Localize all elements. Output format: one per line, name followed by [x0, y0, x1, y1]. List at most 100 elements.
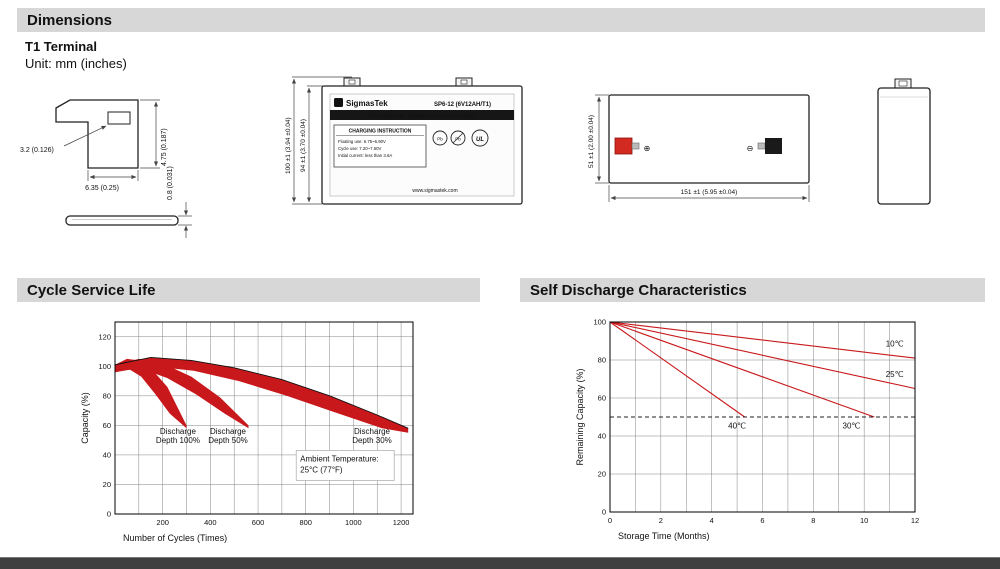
- cycle-service-life-chart: Discharge Depth 100% Discharge Depth 50% Dis…: [80, 321, 414, 543]
- series-label: 40℃: [728, 421, 746, 430]
- battery-type-banner: [330, 110, 514, 120]
- pb-crossed-icon: [450, 130, 466, 146]
- y-tick-label: 60: [103, 421, 111, 430]
- footer-bar: [0, 557, 1000, 569]
- battery-end-body: [877, 87, 931, 205]
- series-line: [609, 321, 746, 418]
- terminal-slot: [107, 111, 131, 125]
- dim-51-label: 51 ±1 (2.00 ±0.04): [588, 115, 595, 168]
- website-text: www.sigmastek.com: [412, 188, 457, 194]
- brand-logo-letter: S: [336, 101, 341, 108]
- annotation-box: [295, 450, 395, 481]
- pb-recycle-icon: [432, 130, 448, 146]
- x-tick-label: 600: [252, 518, 265, 527]
- charging-line-1: Floating use: 6.75~6.90V: [338, 139, 386, 144]
- x-tick-label: 2: [659, 516, 663, 525]
- y-tick-label: 100: [593, 318, 606, 327]
- ul-listed-icon: [471, 129, 489, 147]
- y-tick-label: 40: [598, 432, 606, 441]
- battery-front-view: 100 ±1 (3.94 ±0.04) 94 ±1 (3.70 ±0.04) S…: [285, 76, 523, 205]
- terminal-profile-shape: [55, 99, 139, 169]
- x-tick-label: 800: [299, 518, 312, 527]
- x-tick-label: 1000: [345, 518, 362, 527]
- brand-logo-icon: [334, 98, 343, 107]
- negative-terminal: [765, 138, 782, 154]
- battery-end-view: [877, 78, 931, 205]
- series-label: 30℃: [843, 421, 861, 430]
- plus-symbol: ⊕: [644, 144, 651, 153]
- self-discharge-chart: 10℃ 25℃ 30℃ 40℃ 0 2 4 6 8 10 12 0 20 40 60 80 100 Storage…: [575, 318, 919, 542]
- dim-100-label: 100 ±1 (3.94 ±0.04): [285, 117, 292, 174]
- brand-name: SigmasTek: [346, 99, 388, 108]
- dim-6-35-label: 6.35 (0.25): [85, 185, 119, 192]
- dim-3-2-label: 3.2 (0.126): [20, 147, 54, 154]
- cross-line: [452, 132, 464, 144]
- dimensions-section-bar: Dimensions: [17, 8, 985, 32]
- x-tick-label: 400: [204, 518, 217, 527]
- band-top-outline: [114, 356, 409, 429]
- annotation-text: Ambient Temperature:: [300, 454, 379, 463]
- y-tick-label: 20: [103, 480, 111, 489]
- pb-crossed-label: Pb: [455, 137, 461, 142]
- terminal-flat-tab: [65, 215, 179, 226]
- unit-note: Unit: mm (inches): [25, 56, 127, 71]
- minus-symbol: ⊖: [747, 144, 754, 153]
- series-line: [609, 321, 916, 359]
- charging-line-3: Initial current: less than 3.6A: [338, 153, 392, 158]
- negative-terminal-tab: [757, 142, 766, 150]
- x-axis-label: Storage Time (Months): [618, 531, 710, 541]
- dim-151-label: 151 ±1 (5.95 ±0.04): [681, 189, 738, 196]
- plot-border: [114, 321, 414, 515]
- y-tick-label: 40: [103, 450, 111, 459]
- series-label: 10℃: [886, 340, 904, 349]
- battery-type-text: Rechargeable Sealed Lead-Acid Battery: [368, 114, 475, 120]
- terminal-detail-drawing: 4.75 (0.187) 3.2 (0.126) 6.35 (0.25) 0.8…: [20, 99, 192, 238]
- series-line: [609, 321, 916, 390]
- y-tick-label: 0: [107, 510, 111, 519]
- series-line: [609, 321, 875, 418]
- end-terminal-tab-detail: [898, 80, 908, 87]
- charging-instruction-box: [333, 124, 427, 168]
- dim-0-8-label: 0.8 (0.031): [167, 166, 174, 200]
- self-discharge-title: Self Discharge Characteristics: [530, 281, 747, 299]
- x-tick-label: 0: [608, 516, 612, 525]
- discharge-band: [115, 357, 409, 433]
- y-axis-label: Capacity (%): [80, 392, 90, 444]
- positive-terminal-tab: [631, 142, 640, 150]
- y-tick-label: 20: [598, 470, 606, 479]
- battery-side-view: 51 ±1 (2.00 ±0.04) ⊕ ⊖ 151 ±1 (5.95 ±0.0…: [588, 94, 810, 202]
- model-number: SP6-12 (6V12AH/T1): [434, 102, 491, 108]
- dim-94-label: 94 ±1 (3.70 ±0.04): [300, 119, 307, 172]
- y-axis-label: Remaining Capacity (%): [575, 368, 585, 465]
- cycle-service-life-title: Cycle Service Life: [27, 281, 156, 299]
- series-label: 25℃: [886, 370, 904, 379]
- charging-line-2: Cycle use: 7.20~7.50V: [338, 146, 381, 151]
- charging-title: CHARGING INSTRUCTION: [349, 129, 412, 135]
- x-tick-label: 6: [760, 516, 764, 525]
- pb-recycle-label: Pb: [437, 137, 443, 142]
- plot-border: [609, 321, 916, 513]
- y-tick-label: 60: [598, 394, 606, 403]
- y-tick-label: 100: [98, 362, 111, 371]
- x-axis-label: Number of Cycles (Times): [123, 533, 227, 543]
- cycle-service-life-section-bar: Cycle Service Life: [17, 278, 480, 302]
- x-tick-label: 12: [911, 516, 919, 525]
- x-tick-label: 8: [811, 516, 815, 525]
- positive-terminal: [614, 137, 633, 155]
- dim-4-75-label: 4.75 (0.187): [161, 128, 168, 166]
- x-tick-label: 4: [710, 516, 714, 525]
- annotation-text: 25°C (77°F): [300, 465, 343, 474]
- x-tick-label: 10: [860, 516, 868, 525]
- terminal-tab-left-detail: [348, 79, 356, 85]
- leader-line: [63, 125, 107, 147]
- ul-listed-label: UL: [476, 137, 484, 143]
- dimensions-title: Dimensions: [27, 11, 113, 29]
- x-tick-label: 200: [156, 518, 169, 527]
- y-tick-label: 80: [598, 356, 606, 365]
- battery-side-body: [608, 94, 810, 184]
- y-tick-label: 120: [98, 332, 111, 341]
- x-tick-label: 1200: [393, 518, 410, 527]
- terminal-type-label: T1 Terminal: [25, 39, 98, 54]
- y-tick-label: 0: [602, 508, 606, 517]
